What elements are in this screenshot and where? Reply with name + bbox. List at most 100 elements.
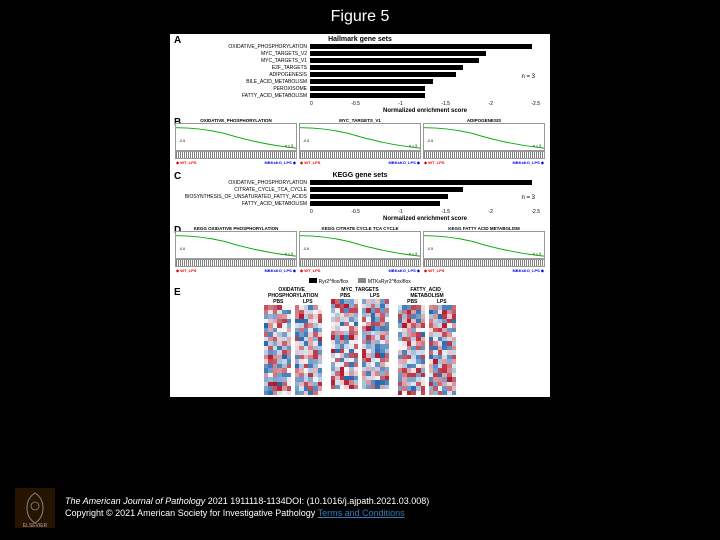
axis-tick: -0.5 (351, 101, 360, 107)
gsea-n: n = 3 (285, 144, 293, 148)
gsea-n: n = 3 (533, 144, 541, 148)
gsea-n: n = 3 (285, 252, 293, 256)
gsea-nes: -0.5 (303, 139, 309, 143)
panel-a-n: n = 3 (521, 74, 535, 80)
ko-lps-label: MBKsKO_LPS ◆ (264, 268, 296, 273)
gsea-nes: -0.5 (427, 139, 433, 143)
axis-tick: -1 (398, 101, 402, 107)
gsea-ticks (299, 259, 421, 267)
geneset-label: MYC_TARGETS_V1 (180, 58, 310, 64)
bar-row: FATTY_ACID_METABOLISM (180, 92, 540, 99)
geneset-label: MYC_TARGETS_V2 (180, 51, 310, 57)
gsea-n: n = 3 (533, 252, 541, 256)
axis-tick: 0 (310, 209, 313, 215)
heatmap-group: MYC_TARGETS PBSLPS (331, 287, 390, 395)
gsea-nes: -0.5 (427, 247, 433, 251)
geneset-label: BILE_ACID_METABOLISM (180, 79, 310, 85)
panel-c-header: KEGG gene sets (180, 172, 540, 179)
panel-c-axis-label: Normalized enrichment score (310, 216, 540, 222)
gsea-nes: -0.6 (179, 247, 185, 251)
ko-lps-label: MBKsKO_LPS ◆ (388, 160, 420, 165)
heatmap-title: OXIDATIVE_PHOSPHORYLATION (264, 287, 323, 299)
axis-tick: -1.5 (441, 101, 450, 107)
wt-lps-label: ◆ WT_LPS (300, 268, 320, 273)
panel-a-label: A (172, 34, 183, 47)
panel-c-label: C (172, 170, 183, 183)
wt-lps-label: ◆ WT_LPS (176, 268, 196, 273)
heatmap-title: FATTY_ACID_METABOLISM (398, 287, 457, 299)
panel-c-axis: 0 -0.5 -1 -1.5 -2 -2.5 (180, 209, 540, 215)
gsea-plot: KEGG OXIDATIVE PHOSPHORYLATION -0.6 n = … (175, 226, 297, 274)
geneset-label: OXIDATIVE_PHOSPHORYLATION (180, 44, 310, 50)
gsea-plot: KEGG CITRATE CYCLE TCA CYCLE -0.6 n = 3 … (299, 226, 421, 274)
ko-lps-label: MBKsKO_LPS ◆ (264, 160, 296, 165)
gsea-nes: -0.6 (303, 247, 309, 251)
figure-title: Figure 5 (0, 0, 720, 34)
panel-a-header: Hallmark gene sets (180, 36, 540, 43)
gsea-ticks (175, 151, 297, 159)
gsea-ticks (175, 259, 297, 267)
axis-tick: -1.5 (441, 209, 450, 215)
journal-name: The American Journal of Pathology (65, 496, 205, 506)
ko-lps-label: MBKsKO_LPS ◆ (512, 160, 544, 165)
bar-row: PEROXISOME (180, 85, 540, 92)
ko-lps-label: MBKsKO_LPS ◆ (512, 268, 544, 273)
geneset-label: OXIDATIVE_PHOSPHORYLATION (180, 180, 310, 186)
bar-row: FATTY_ACID_METABOLISM (180, 200, 540, 207)
bar-row: BILE_ACID_METABOLISM (180, 78, 540, 85)
bar-row: CITRATE_CYCLE_TCA_CYCLE (180, 186, 540, 193)
wt-lps-label: ◆ WT_LPS (424, 268, 444, 273)
bar-row: OXIDATIVE_PHOSPHORYLATION (180, 43, 540, 50)
bar-row: OXIDATIVE_PHOSPHORYLATION (180, 179, 540, 186)
gsea-nes: -0.5 (179, 139, 185, 143)
heatmap-column (264, 305, 292, 395)
axis-tick: -0.5 (351, 209, 360, 215)
axis-tick: -2.5 (531, 209, 540, 215)
ko-lps-label: MBKsKO_LPS ◆ (388, 268, 420, 273)
geneset-label: PEROXISOME (180, 86, 310, 92)
panel-c-n: n = 3 (521, 195, 535, 201)
panel-d: D KEGG OXIDATIVE PHOSPHORYLATION -0.6 n … (170, 224, 550, 276)
wt-lps-label: ◆ WT_LPS (300, 160, 320, 165)
terms-link[interactable]: Terms and Conditions (318, 508, 405, 518)
axis-tick: -2.5 (531, 101, 540, 107)
panel-e: Ryr2^flox/flox MTKsRyr2^flox/flox E OXID… (170, 276, 550, 397)
bar-row: BIOSYNTHESIS_OF_UNSATURATED_FATTY_ACIDS (180, 193, 540, 200)
wt-lps-label: ◆ WT_LPS (424, 160, 444, 165)
elsevier-logo-icon: ELSEVIER (15, 488, 55, 528)
axis-tick: -1 (398, 209, 402, 215)
heatmap-column (295, 305, 323, 395)
bar-row: ADIPOGENESIS (180, 71, 540, 78)
panel-e-legend: Ryr2^flox/flox MTKsRyr2^flox/flox (175, 278, 545, 285)
geneset-label: BIOSYNTHESIS_OF_UNSATURATED_FATTY_ACIDS (180, 194, 310, 200)
gsea-plot: OXIDATIVE_PHOSPHORYLATION -0.5 n = 3 ◆ W… (175, 118, 297, 166)
panel-a: A Hallmark gene sets OXIDATIVE_PHOSPHORY… (170, 34, 550, 116)
figure-body: A Hallmark gene sets OXIDATIVE_PHOSPHORY… (170, 34, 550, 397)
bar-row: MYC_TARGETS_V2 (180, 50, 540, 57)
gsea-plot: MYC_TARGETS_V1 -0.5 n = 3 ◆ WT_LPS MBKsK… (299, 118, 421, 166)
panel-e-label: E (172, 286, 183, 299)
axis-tick: -2 (488, 209, 492, 215)
heatmap-column (398, 305, 426, 395)
geneset-label: FATTY_ACID_METABOLISM (180, 201, 310, 207)
gsea-plot: KEGG FATTY ACID METABOLISM -0.5 n = 3 ◆ … (423, 226, 545, 274)
gsea-n: n = 3 (409, 252, 417, 256)
footer: ELSEVIER The American Journal of Patholo… (15, 488, 705, 528)
geneset-label: ADIPOGENESIS (180, 72, 310, 78)
gsea-plot: ADIPOGENESIS -0.5 n = 3 ◆ WT_LPS MBKsKO_… (423, 118, 545, 166)
legend-label-2: MTKsRyr2^flox/flox (368, 279, 411, 285)
geneset-label: FATTY_ACID_METABOLISM (180, 93, 310, 99)
geneset-label: CITRATE_CYCLE_TCA_CYCLE (180, 187, 310, 193)
gsea-ticks (299, 151, 421, 159)
legend-label-1: Ryr2^flox/flox (319, 279, 349, 285)
gsea-ticks (423, 259, 545, 267)
svg-text:ELSEVIER: ELSEVIER (23, 523, 48, 528)
footer-text: The American Journal of Pathology 2021 1… (65, 496, 429, 519)
heatmap-column (362, 299, 390, 389)
heatmap-column (331, 299, 359, 389)
geneset-label: E2F_TARGETS (180, 65, 310, 71)
axis-tick: 0 (310, 101, 313, 107)
copyright: Copyright © 2021 American Society for In… (65, 508, 315, 518)
wt-lps-label: ◆ WT_LPS (176, 160, 196, 165)
axis-tick: -2 (488, 101, 492, 107)
